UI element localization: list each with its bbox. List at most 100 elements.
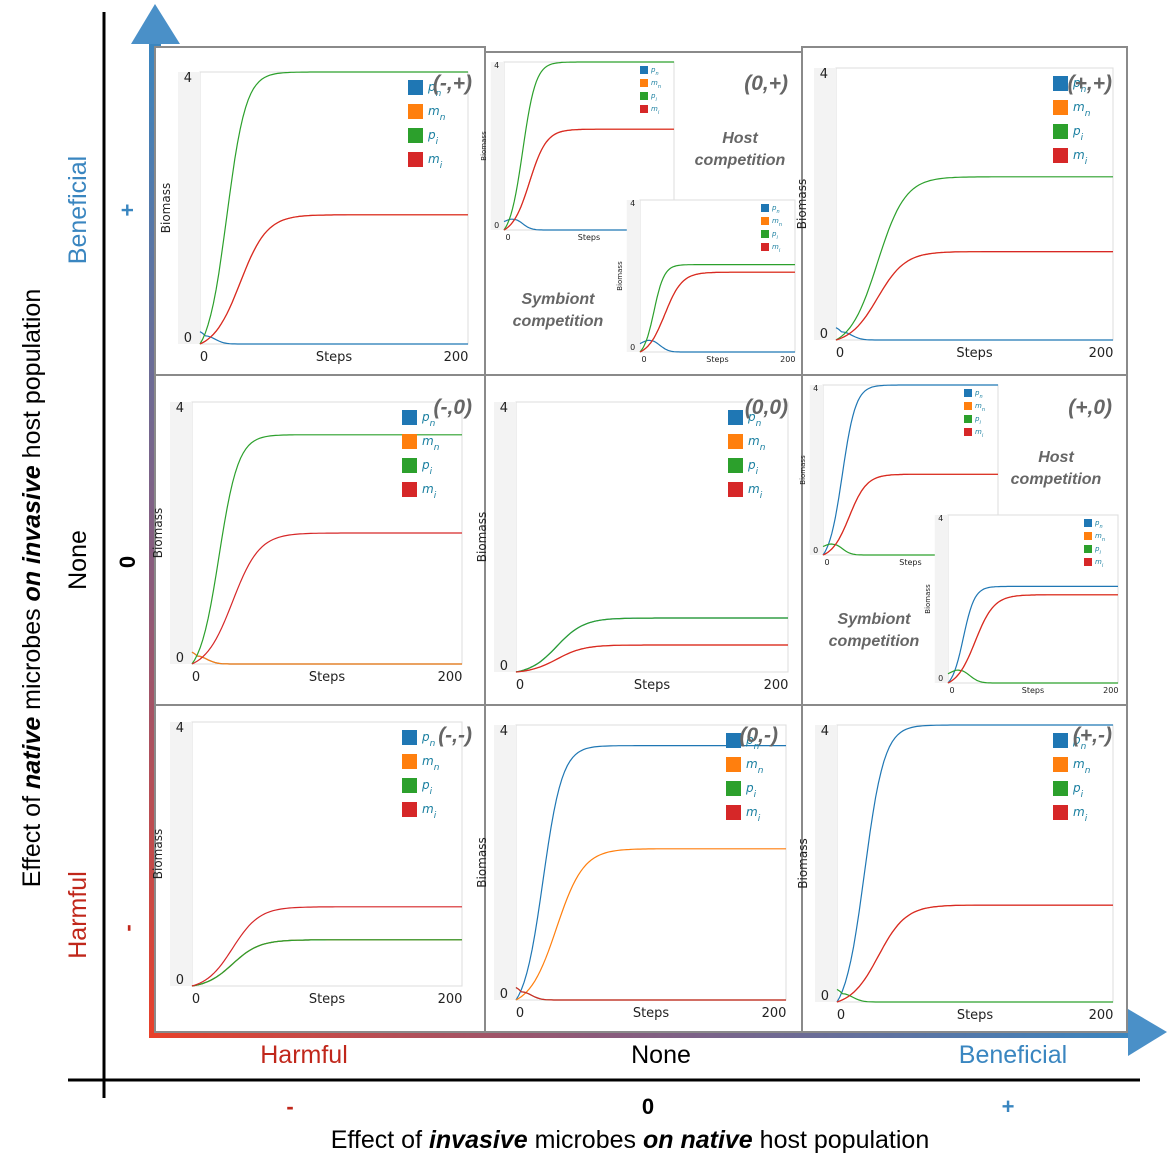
x-axis-label: Steps	[634, 678, 671, 693]
legend-label-p-n: pn	[1094, 519, 1103, 530]
legend-swatch-p-n	[402, 410, 417, 425]
x-sign-label: 0	[642, 1094, 654, 1119]
x-min-tick: 0	[836, 346, 844, 361]
y-sign-label: +	[115, 204, 140, 217]
x-max-tick: 200	[1089, 346, 1114, 361]
y-axis-label: Biomass	[799, 455, 807, 485]
series-line-p-i	[836, 988, 1113, 1003]
legend-label-m-n: mn	[1073, 100, 1091, 119]
legend-label-p-n: pn	[771, 204, 780, 215]
symbiont-competition-label: Symbiont	[522, 291, 596, 308]
legend-swatch-p-i	[1084, 545, 1092, 553]
plot-gutter	[494, 725, 516, 1000]
legend-label-p-i: pi	[427, 128, 439, 147]
legend-swatch-m-i	[964, 428, 972, 436]
legend-label-p-i: pi	[747, 458, 759, 477]
legend-swatch-m-n	[402, 434, 417, 449]
legend-swatch-p-i	[1053, 124, 1068, 139]
x-axis-label: Steps	[899, 558, 921, 567]
x-max-tick: 200	[1089, 1008, 1114, 1023]
legend-label-m-n: mn	[1073, 757, 1091, 776]
legend-swatch-m-i	[402, 482, 417, 497]
chart-panel: 4 0 Biomass 0 Steps 200 pn mn pi mi	[475, 724, 787, 1021]
host-competition-label: Host	[1038, 449, 1074, 466]
panel-title: (-,0)	[434, 396, 473, 419]
series-line-m-i	[835, 251, 1113, 341]
series-line-p-n	[822, 384, 998, 556]
series-line-m-n	[191, 651, 462, 665]
y-sign-label: 0	[115, 556, 140, 568]
legend-label-p-n: pn	[421, 730, 436, 749]
panel-title: (+,+)	[1068, 72, 1112, 95]
x-max-tick: 200	[444, 350, 469, 365]
legend-swatch-p-n	[964, 389, 972, 397]
symbiont-competition-label: competition	[829, 633, 920, 650]
chart-panel: 4 0 Biomass 0 Steps 200 pn mn pi mi	[151, 721, 463, 1007]
legend-swatch-p-i	[726, 781, 741, 796]
x-sign-label: -	[286, 1094, 293, 1119]
legend-label-m-n: mn	[748, 434, 766, 453]
x-max-tick: 200	[438, 992, 463, 1007]
x-axis-label: Steps	[633, 1006, 670, 1021]
plot-gutter	[814, 68, 836, 340]
x-axis-label: Steps	[1022, 686, 1044, 695]
y-axis-label: Biomass	[151, 508, 165, 558]
legend-label-m-i: mi	[772, 243, 781, 254]
x-min-tick: 0	[192, 992, 200, 1007]
legend-swatch-m-i	[761, 243, 769, 251]
y-min-tick: 0	[630, 343, 635, 352]
legend-label-p-i: pi	[771, 230, 778, 241]
plot-gutter	[626, 200, 640, 352]
plot-gutter	[170, 402, 192, 664]
legend-label-p-i: pi	[421, 458, 433, 477]
legend-label-m-n: mn	[746, 757, 764, 776]
legend-swatch-p-i	[408, 128, 423, 143]
legend-swatch-p-i	[728, 458, 743, 473]
series-line-p-n	[947, 585, 1118, 684]
y-min-tick: 0	[820, 327, 828, 342]
legend-label-m-i: mi	[651, 105, 660, 116]
legend-label-p-n: pn	[650, 66, 659, 77]
legend-label-p-n: pn	[747, 410, 762, 429]
legend-swatch-p-i	[640, 92, 648, 100]
x-min-tick: 0	[949, 686, 954, 695]
x-axis-label: Steps	[706, 355, 728, 364]
chart-panel: 4 0 Biomass 0 Steps 200 pn mn pi mi	[151, 401, 463, 685]
legend-label-p-n: pn	[1072, 733, 1087, 752]
series-line-m-i	[947, 594, 1118, 684]
legend-label-m-n: mn	[428, 104, 446, 123]
series-line-m-i	[191, 906, 462, 987]
y-min-tick: 0	[813, 546, 818, 555]
symbiont-competition-label: Symbiont	[838, 611, 912, 628]
legend-swatch-p-i	[402, 458, 417, 473]
legend-label-m-i: mi	[748, 482, 763, 501]
series-line-p-n	[639, 339, 795, 353]
x-category-label: Harmful	[260, 1041, 348, 1069]
x-max-tick: 200	[764, 678, 789, 693]
x-min-tick: 0	[641, 355, 646, 364]
y-axis-label: Biomass	[475, 512, 489, 562]
legend-label-p-i: pi	[745, 781, 757, 800]
x-min-tick: 0	[192, 670, 200, 685]
legend-label-p-n: pn	[427, 80, 442, 99]
y-max-tick: 4	[500, 401, 508, 416]
legend-label-m-i: mi	[422, 482, 437, 501]
x-min-tick: 0	[505, 233, 510, 242]
y-min-tick: 0	[176, 651, 184, 666]
legend-swatch-p-n	[1053, 733, 1068, 748]
y-axis-label: Biomass	[924, 584, 932, 614]
series-line-p-i	[835, 176, 1113, 341]
legend-swatch-m-i	[1053, 148, 1068, 163]
legend-label-m-i: mi	[1073, 148, 1088, 167]
y-axis-label: Biomass	[159, 183, 173, 233]
chart-panel: 4 0 Biomass 0 Steps 200 pn mn pi mi	[475, 401, 789, 693]
y-axis-title: Effect of native microbes on invasive ho…	[18, 289, 46, 888]
legend-swatch-p-i	[402, 778, 417, 793]
legend-swatch-m-n	[1053, 757, 1068, 772]
panel-title: (-,-)	[438, 724, 472, 747]
legend-label-p-i: pi	[974, 415, 981, 426]
series-line-m-i	[836, 904, 1113, 1003]
x-category-label: None	[631, 1041, 691, 1069]
series-line-m-i	[515, 987, 786, 1001]
